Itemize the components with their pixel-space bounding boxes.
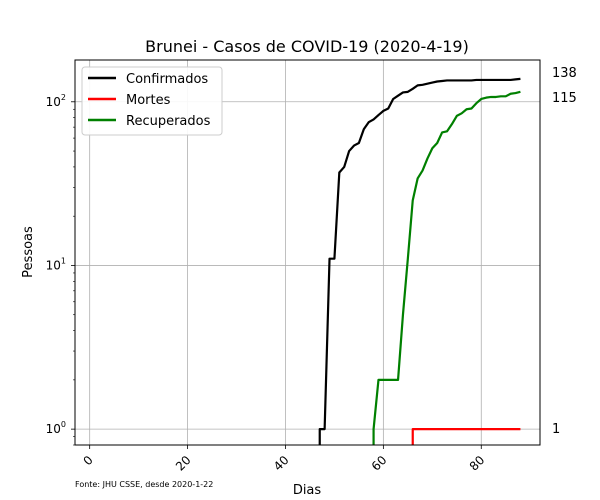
y-axis-label: Pessoas [21,226,36,278]
y-tick-exponent: 0 [61,420,66,429]
legend-label-mortes: Mortes [126,93,171,108]
legend-label-recuperados: Recuperados [126,114,211,129]
y-tick-label: 100 [46,420,66,436]
chart-title: Brunei - Casos de COVID-19 (2020-4-19) [145,37,469,56]
legend: Confirmados Mortes Recuperados [81,66,223,136]
series-line-mortes [411,428,521,445]
y-tick-base: 10 [46,258,61,272]
legend-box [81,66,223,136]
plot-frame [74,59,541,446]
end-label-recuperados: 115 [552,91,577,106]
series-line-confirmados [318,77,521,445]
y-tick-exponent: 2 [61,93,66,102]
footnote: Fonte: JHU CSSE, desde 2020-1-22 [75,480,213,489]
legend-label-confirmados: Confirmados [126,72,208,87]
series-layer [318,77,521,445]
x-axis-label: Dias [293,483,322,498]
y-tick-label: 101 [46,256,66,272]
y-tick-label: 102 [46,93,66,109]
y-tick-base: 10 [46,95,61,109]
end-labels: 138 1 115 [552,66,577,437]
series-line-recuperados [372,90,521,445]
end-label-mortes: 1 [552,422,560,437]
y-tick-exponent: 1 [61,256,66,265]
end-label-confirmados: 138 [552,66,577,81]
y-tick-base: 10 [46,422,61,436]
